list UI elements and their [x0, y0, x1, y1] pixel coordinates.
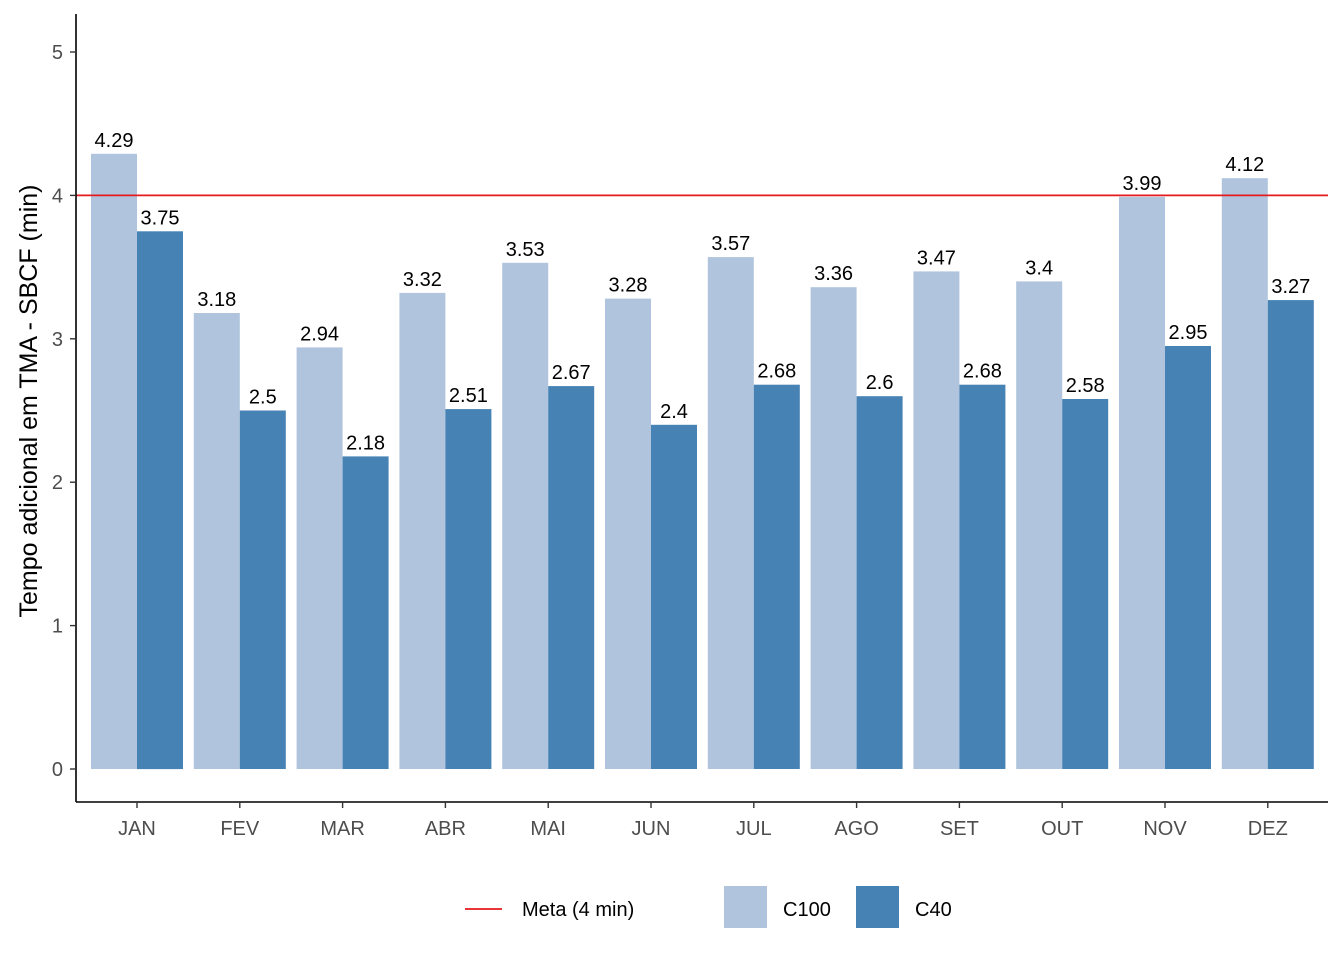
bar-c100-ago [810, 287, 857, 769]
legend-c40-key [856, 886, 899, 928]
value-label-c40-ago: 2.6 [866, 372, 894, 394]
bar-c100-dez [1221, 178, 1268, 769]
bars-layer [91, 153, 1314, 770]
legend: Meta (4 min) C100 C40 [465, 886, 952, 928]
legend-meta-label: Meta (4 min) [522, 899, 634, 921]
x-tick-label: JAN [118, 818, 156, 840]
value-label-c100-abr: 3.32 [403, 269, 442, 291]
bar-c40-mai [548, 386, 595, 769]
x-tick-label: JUL [736, 818, 772, 840]
value-label-c100-nov: 3.99 [1123, 173, 1162, 195]
value-label-c100-mai: 3.53 [506, 239, 545, 261]
legend-c40-label: C40 [915, 899, 952, 921]
x-tick-label: MAI [530, 818, 566, 840]
value-label-c40-dez: 3.27 [1271, 276, 1310, 298]
bar-c100-set [913, 271, 960, 769]
x-tick-label: JUN [632, 818, 671, 840]
value-label-c40-out: 2.58 [1066, 375, 1105, 397]
y-tick-label: 0 [52, 759, 63, 781]
bar-c100-jan [91, 153, 137, 770]
bar-c100-fev [193, 313, 240, 769]
bar-c100-jul [707, 257, 754, 769]
x-tick-label: ABR [425, 818, 466, 840]
bar-c100-mar [296, 347, 343, 769]
y-tick-label: 2 [52, 472, 63, 494]
value-label-c100-jul: 3.57 [711, 233, 750, 255]
bar-c40-set [959, 384, 1006, 769]
bar-c40-mar [342, 456, 389, 769]
value-label-c40-jun: 2.4 [660, 401, 688, 423]
bar-c100-jun [605, 298, 651, 769]
value-label-c100-fev: 3.18 [197, 289, 236, 311]
value-label-c100-jan: 4.29 [95, 130, 134, 152]
bar-c40-ago [856, 396, 903, 769]
y-tick-label: 5 [52, 42, 63, 64]
bar-c100-out [1016, 281, 1063, 769]
value-label-c40-mai: 2.67 [552, 362, 591, 384]
x-tick-label: OUT [1041, 818, 1083, 840]
bar-c100-nov [1119, 196, 1165, 770]
bar-c40-jan [137, 231, 183, 770]
bar-c100-abr [399, 292, 446, 769]
value-label-c40-nov: 2.95 [1169, 322, 1208, 344]
x-tick-label: NOV [1143, 818, 1187, 840]
bar-c40-out [1062, 399, 1109, 769]
y-tick-label: 1 [52, 616, 63, 638]
legend-c100-key [724, 886, 767, 928]
value-label-c100-mar: 2.94 [300, 323, 339, 345]
value-label-c40-jan: 3.75 [141, 207, 180, 229]
value-label-c100-out: 3.4 [1025, 257, 1053, 279]
y-tick-label: 4 [52, 185, 63, 207]
x-tick-label: SET [940, 818, 979, 840]
x-tick-label: MAR [320, 818, 364, 840]
x-tick-label: FEV [220, 818, 260, 840]
bar-c40-jun [651, 424, 697, 769]
axes-layer: 0 1 2 3 4 5 JAN FEV MAR ABR MAI JUN JUL AGO SET OUT NOV D… [52, 14, 1328, 840]
bar-c40-nov [1165, 346, 1211, 769]
value-label-c100-dez: 4.12 [1225, 154, 1264, 176]
y-axis-title: Tempo adicional em TMA - SBCF (min) [15, 185, 43, 618]
value-labels-layer: 4.29 3.75 3.18 2.5 2.94 2.18 3.32 2.51 3.53 2.67 3… [95, 130, 1311, 455]
bar-c40-jul [753, 384, 800, 769]
value-label-c40-jul: 2.68 [757, 361, 796, 383]
value-label-c40-set: 2.68 [963, 361, 1002, 383]
value-label-c100-ago: 3.36 [814, 263, 853, 285]
value-label-c40-abr: 2.51 [449, 385, 488, 407]
legend-c100-label: C100 [783, 899, 831, 921]
value-label-c100-jun: 3.28 [609, 275, 648, 297]
bar-c40-fev [239, 410, 286, 769]
x-tick-label: DEZ [1248, 818, 1288, 840]
value-label-c40-mar: 2.18 [346, 432, 385, 454]
value-label-c100-set: 3.47 [917, 247, 956, 269]
bar-c40-abr [445, 409, 492, 769]
bar-c40-dez [1267, 300, 1314, 769]
bar-c100-mai [502, 262, 549, 769]
x-tick-label: AGO [834, 818, 878, 840]
value-label-c40-fev: 2.5 [249, 387, 277, 409]
y-tick-label: 3 [52, 329, 63, 351]
